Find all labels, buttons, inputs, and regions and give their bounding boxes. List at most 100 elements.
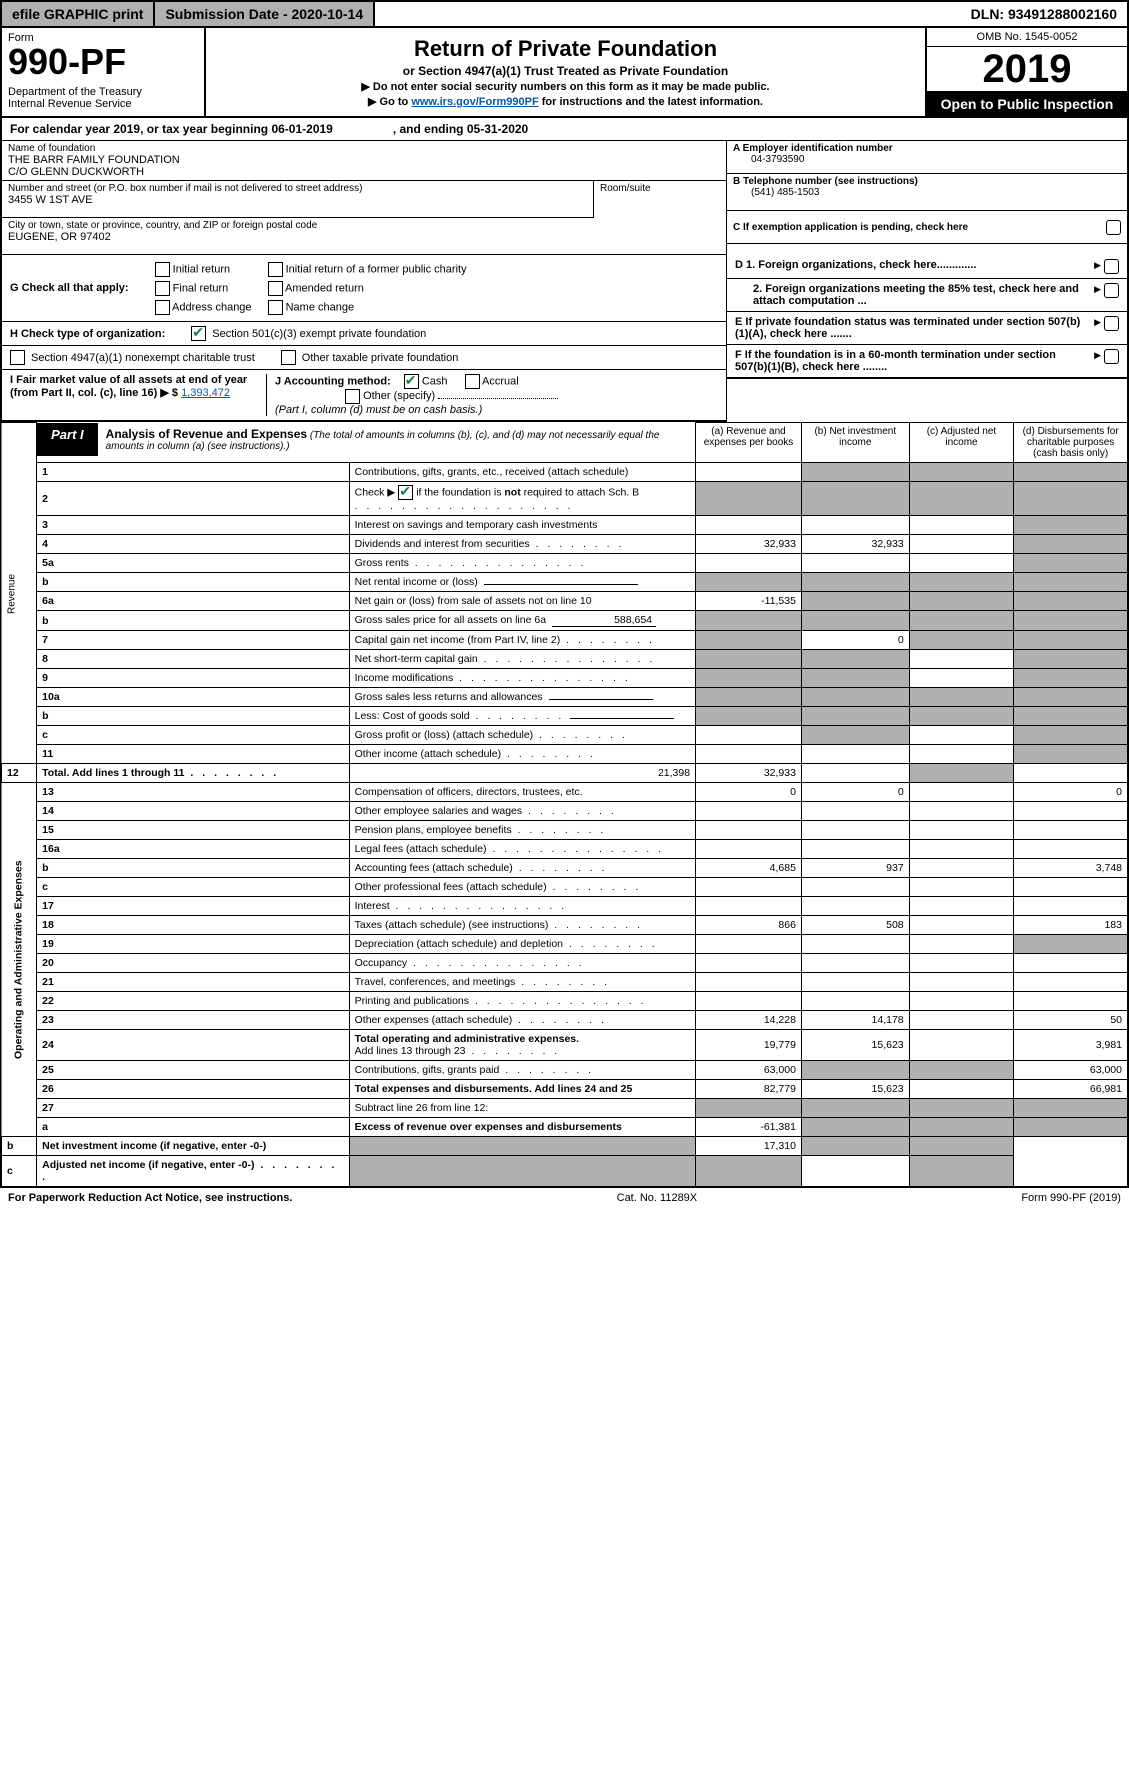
fmv-value-link[interactable]: 1,393,472	[181, 387, 230, 399]
efile-print-btn[interactable]: efile GRAPHIC print	[2, 2, 155, 26]
table-row: 7Capital gain net income (from Part IV, …	[1, 631, 1128, 650]
j-accrual-cb[interactable]	[465, 374, 480, 389]
j-cash-cb[interactable]	[404, 374, 419, 389]
d2-checkbox[interactable]	[1104, 283, 1119, 298]
amended-cb[interactable]	[268, 281, 283, 296]
r24-d2: Add lines 13 through 23	[355, 1045, 561, 1057]
r16c-d: Other professional fees (attach schedule…	[355, 881, 642, 893]
h-501c3-lbl: Section 501(c)(3) exempt private foundat…	[212, 328, 426, 340]
city-cell: City or town, state or province, country…	[2, 218, 726, 255]
check-section: G Check all that apply: Initial return F…	[0, 255, 1129, 422]
paperwork-notice: For Paperwork Reduction Act Notice, see …	[8, 1192, 292, 1204]
j-note: (Part I, column (d) must be on cash basi…	[275, 404, 482, 416]
col-c-header: (c) Adjusted net income	[909, 423, 1014, 463]
irs-link[interactable]: www.irs.gov/Form990PF	[411, 96, 538, 108]
part1-title: Analysis of Revenue and Expenses	[106, 427, 307, 441]
r22-d: Printing and publications	[355, 995, 647, 1007]
h-row-2: Section 4947(a)(1) nonexempt charitable …	[2, 346, 726, 370]
d2-label: 2. Foreign organizations meeting the 85%…	[753, 283, 1079, 307]
city-label: City or town, state or province, country…	[8, 220, 720, 231]
table-row: 4Dividends and interest from securities3…	[1, 535, 1128, 554]
j-other-cb[interactable]	[345, 389, 360, 404]
h-other-cb[interactable]	[281, 350, 296, 365]
form-header: Form 990-PF Department of the Treasury I…	[0, 28, 1129, 118]
name-change-lbl: Name change	[286, 301, 355, 313]
name-change-cb[interactable]	[268, 300, 283, 315]
expenses-section-label: Operating and Administrative Expenses	[1, 783, 37, 1137]
table-row: 23Other expenses (attach schedule)14,228…	[1, 1011, 1128, 1030]
e-row: E If private foundation status was termi…	[727, 312, 1127, 345]
cal-pre: For calendar year 2019, or tax year begi…	[10, 122, 271, 136]
table-row: 22Printing and publications	[1, 992, 1128, 1011]
h-label: H Check type of organization:	[10, 328, 165, 340]
r18-d: Taxes (attach schedule) (see instruction…	[355, 919, 643, 931]
tax-year: 2019	[927, 47, 1127, 92]
initial-lbl: Initial return	[173, 263, 230, 275]
dln: DLN: 93491288002160	[961, 2, 1127, 26]
table-row: 9Income modifications	[1, 669, 1128, 688]
r24-d: Total operating and administrative expen…	[355, 1033, 579, 1045]
ein-label: A Employer identification number	[733, 143, 893, 154]
form-id-block: Form 990-PF Department of the Treasury I…	[2, 28, 206, 116]
r2-d: Check ▶	[355, 486, 396, 498]
addr-label: Number and street (or P.O. box number if…	[8, 183, 587, 194]
table-row: bNet investment income (if negative, ent…	[1, 1137, 1128, 1156]
j-label: J Accounting method:	[275, 375, 391, 387]
foundation-city: EUGENE, OR 97402	[8, 231, 111, 243]
r11-d: Other income (attach schedule)	[355, 748, 596, 760]
r14-d: Other employee salaries and wages	[355, 805, 617, 817]
j-accrual-lbl: Accrual	[482, 375, 519, 387]
table-row: 5aGross rents	[1, 554, 1128, 573]
table-row: 19Depreciation (attach schedule) and dep…	[1, 935, 1128, 954]
goto-post: for instructions and the latest informat…	[539, 96, 763, 108]
r10b-d: Less: Cost of goods sold	[355, 710, 565, 722]
r23-d: Other expenses (attach schedule)	[355, 1014, 607, 1026]
table-row: 11Other income (attach schedule)	[1, 745, 1128, 764]
d1-checkbox[interactable]	[1104, 259, 1119, 274]
table-row: 15Pension plans, employee benefits	[1, 821, 1128, 840]
top-bar: efile GRAPHIC print Submission Date - 20…	[0, 0, 1129, 28]
h-501c3-cb[interactable]	[191, 326, 206, 341]
r6b-d: Gross sales price for all assets on line…	[355, 614, 546, 626]
arrow-icon	[1091, 316, 1104, 328]
r27c-d: Adjusted net income (if negative, enter …	[42, 1159, 337, 1183]
open-public: Open to Public Inspection	[927, 92, 1127, 116]
foundation-addr: 3455 W 1ST AVE	[8, 194, 93, 206]
r5b-d: Net rental income or (loss)	[355, 576, 478, 588]
e-label: E If private foundation status was termi…	[735, 316, 1080, 340]
e-checkbox[interactable]	[1104, 316, 1119, 331]
room-label: Room/suite	[600, 183, 651, 194]
initial-former-cb[interactable]	[268, 262, 283, 277]
foundation-info: Name of foundation THE BARR FAMILY FOUND…	[0, 141, 1129, 255]
g-row: G Check all that apply: Initial return F…	[2, 255, 726, 322]
initial-cb[interactable]	[155, 262, 170, 277]
arrow-icon	[1091, 283, 1104, 295]
table-row: bAccounting fees (attach schedule)4,6859…	[1, 859, 1128, 878]
table-row: bNet rental income or (loss)	[1, 573, 1128, 592]
sch-b-cb[interactable]	[398, 485, 413, 500]
r27b-d: Net investment income (if negative, ente…	[42, 1140, 266, 1152]
f-row: F If the foundation is in a 60-month ter…	[727, 345, 1127, 379]
table-row: Operating and Administrative Expenses 13…	[1, 783, 1128, 802]
address-cb[interactable]	[155, 300, 170, 315]
g-label: G Check all that apply:	[10, 282, 129, 294]
f-checkbox[interactable]	[1104, 349, 1119, 364]
r7-d: Capital gain net income (from Part IV, l…	[355, 634, 655, 646]
part1-desc: Analysis of Revenue and Expenses (The to…	[98, 423, 695, 456]
col-a-header: (a) Revenue and expenses per books	[696, 423, 802, 463]
h-4947-cb[interactable]	[10, 350, 25, 365]
cal-end: 05-31-2020	[467, 122, 528, 136]
final-cb[interactable]	[155, 281, 170, 296]
d1-label: D 1. Foreign organizations, check here..…	[735, 259, 976, 271]
goto-note: ▶ Go to www.irs.gov/Form990PF for instru…	[212, 95, 919, 108]
form-title: Return of Private Foundation	[212, 36, 919, 62]
f-label-text: F If the foundation is in a 60-month ter…	[735, 349, 1056, 373]
r12-d: Total. Add lines 1 through 11	[42, 767, 279, 779]
r9-d: Income modifications	[355, 672, 631, 684]
revenue-section-label: Revenue	[1, 423, 37, 764]
table-row: 27Subtract line 26 from line 12:	[1, 1099, 1128, 1118]
foundation-name-1: THE BARR FAMILY FOUNDATION	[8, 154, 180, 166]
c-checkbox[interactable]	[1106, 220, 1121, 235]
r16a-d: Legal fees (attach schedule)	[355, 843, 664, 855]
r8-d: Net short-term capital gain	[355, 653, 656, 665]
